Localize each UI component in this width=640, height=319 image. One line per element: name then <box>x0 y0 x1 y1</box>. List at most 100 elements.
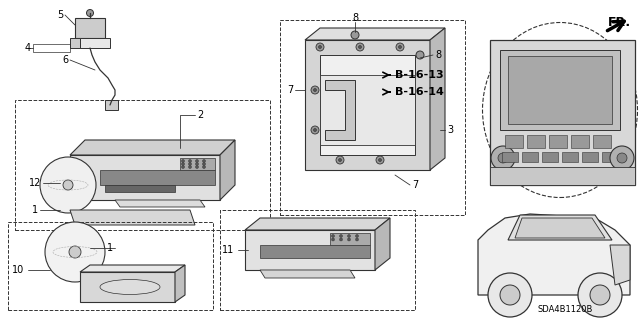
Text: 1: 1 <box>107 243 113 253</box>
Circle shape <box>376 156 384 164</box>
Circle shape <box>189 162 191 166</box>
Circle shape <box>182 166 184 168</box>
Circle shape <box>378 159 381 161</box>
Circle shape <box>339 238 342 241</box>
Text: 8: 8 <box>352 13 358 23</box>
Polygon shape <box>80 265 185 272</box>
Polygon shape <box>430 28 445 170</box>
Circle shape <box>356 43 364 51</box>
Circle shape <box>69 246 81 258</box>
Text: 5: 5 <box>57 10 63 20</box>
Circle shape <box>351 31 359 39</box>
Text: 4: 4 <box>25 43 31 53</box>
Polygon shape <box>502 152 518 162</box>
Polygon shape <box>375 218 390 270</box>
Polygon shape <box>562 152 578 162</box>
Circle shape <box>195 160 198 162</box>
Circle shape <box>311 126 319 134</box>
Polygon shape <box>70 38 80 48</box>
Text: 2: 2 <box>197 110 203 120</box>
Text: 7: 7 <box>287 85 293 95</box>
Polygon shape <box>245 218 390 230</box>
Polygon shape <box>105 185 175 192</box>
Circle shape <box>339 234 342 238</box>
Circle shape <box>195 162 198 166</box>
Polygon shape <box>522 152 538 162</box>
Circle shape <box>348 238 351 241</box>
Circle shape <box>195 166 198 168</box>
Polygon shape <box>325 80 355 140</box>
Circle shape <box>202 166 205 168</box>
Circle shape <box>590 285 610 305</box>
Polygon shape <box>70 155 220 200</box>
Circle shape <box>488 273 532 317</box>
Circle shape <box>348 234 351 238</box>
Circle shape <box>182 162 184 166</box>
Circle shape <box>311 86 319 94</box>
Polygon shape <box>490 40 635 185</box>
Circle shape <box>63 180 73 190</box>
Circle shape <box>319 46 321 48</box>
Circle shape <box>314 88 317 92</box>
Circle shape <box>189 160 191 162</box>
Polygon shape <box>220 140 235 200</box>
Text: B-16-13: B-16-13 <box>395 70 444 80</box>
Circle shape <box>491 146 515 170</box>
Text: SDA4B1120B: SDA4B1120B <box>538 306 593 315</box>
Polygon shape <box>508 56 612 124</box>
Circle shape <box>416 51 424 59</box>
Text: FR.: FR. <box>608 16 631 28</box>
Text: 7: 7 <box>412 180 418 190</box>
Bar <box>280 20 465 215</box>
Circle shape <box>610 146 634 170</box>
Polygon shape <box>175 265 185 302</box>
Polygon shape <box>478 214 630 295</box>
Polygon shape <box>610 245 630 285</box>
Text: 11: 11 <box>222 245 234 255</box>
Circle shape <box>578 273 622 317</box>
Polygon shape <box>305 28 445 40</box>
Circle shape <box>86 10 93 17</box>
Text: 3: 3 <box>447 125 453 135</box>
Text: 6: 6 <box>62 55 68 65</box>
Polygon shape <box>260 270 355 278</box>
Polygon shape <box>320 55 415 155</box>
Circle shape <box>182 160 184 162</box>
Polygon shape <box>330 233 370 245</box>
Polygon shape <box>515 218 605 238</box>
Polygon shape <box>542 152 558 162</box>
Polygon shape <box>582 152 598 162</box>
Polygon shape <box>549 135 567 148</box>
Polygon shape <box>100 170 215 185</box>
Circle shape <box>314 129 317 131</box>
Circle shape <box>40 157 96 213</box>
Polygon shape <box>70 140 235 155</box>
Polygon shape <box>75 18 105 38</box>
Polygon shape <box>527 135 545 148</box>
Text: 10: 10 <box>12 265 24 275</box>
Circle shape <box>332 234 335 238</box>
Circle shape <box>399 46 401 48</box>
Polygon shape <box>571 135 589 148</box>
Polygon shape <box>305 40 430 170</box>
Circle shape <box>202 160 205 162</box>
Circle shape <box>339 159 342 161</box>
Bar <box>220 210 415 310</box>
Ellipse shape <box>100 279 160 294</box>
Polygon shape <box>245 230 375 270</box>
Circle shape <box>498 153 508 163</box>
Circle shape <box>617 153 627 163</box>
Circle shape <box>500 285 520 305</box>
Text: 1: 1 <box>32 205 38 215</box>
Polygon shape <box>490 167 635 185</box>
Polygon shape <box>500 50 620 130</box>
Polygon shape <box>180 158 215 170</box>
Bar <box>15 100 270 230</box>
Circle shape <box>355 234 358 238</box>
Polygon shape <box>505 135 523 148</box>
Circle shape <box>355 238 358 241</box>
Polygon shape <box>115 200 205 207</box>
Circle shape <box>358 46 362 48</box>
Text: 8: 8 <box>435 50 441 60</box>
Circle shape <box>189 166 191 168</box>
